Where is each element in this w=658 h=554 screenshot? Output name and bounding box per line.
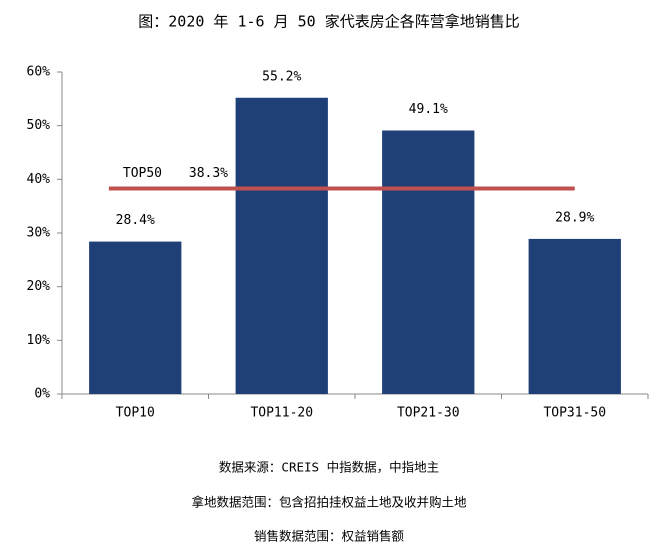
y-tick-label: 50% [27,118,51,133]
y-tick-label: 10% [27,333,51,348]
value-label: 28.9% [555,210,594,225]
x-tick-label: TOP31-50 [543,406,606,421]
y-tick-label: 60% [27,65,51,80]
value-label: 49.1% [409,102,448,117]
x-tick-label: TOP10 [116,406,155,421]
bar [382,130,475,394]
chart-title: 图：2020 年 1-6 月 50 家代表房企各阵营拿地销售比 [138,13,519,31]
y-tick-label: 0% [34,387,50,402]
reference-value-label: 38.3% [189,166,228,181]
note: 数据来源：CREIS 中指数据，中指地主 [219,460,439,475]
y-tick-label: 40% [27,172,51,187]
x-tick-label: TOP11-20 [250,406,313,421]
reference-name: TOP50 [123,166,162,181]
bar [89,241,182,394]
bar [235,97,328,394]
x-tick-label: TOP21-30 [397,406,460,421]
bar [528,238,621,394]
value-label: 55.2% [262,69,301,84]
y-tick-label: 30% [27,226,51,241]
y-tick-label: 20% [27,279,51,294]
note: 拿地数据范围：包含招拍挂权益土地及收并购土地 [191,495,467,510]
note: 销售数据范围：权益销售额 [254,529,405,544]
value-label: 28.4% [116,213,155,228]
